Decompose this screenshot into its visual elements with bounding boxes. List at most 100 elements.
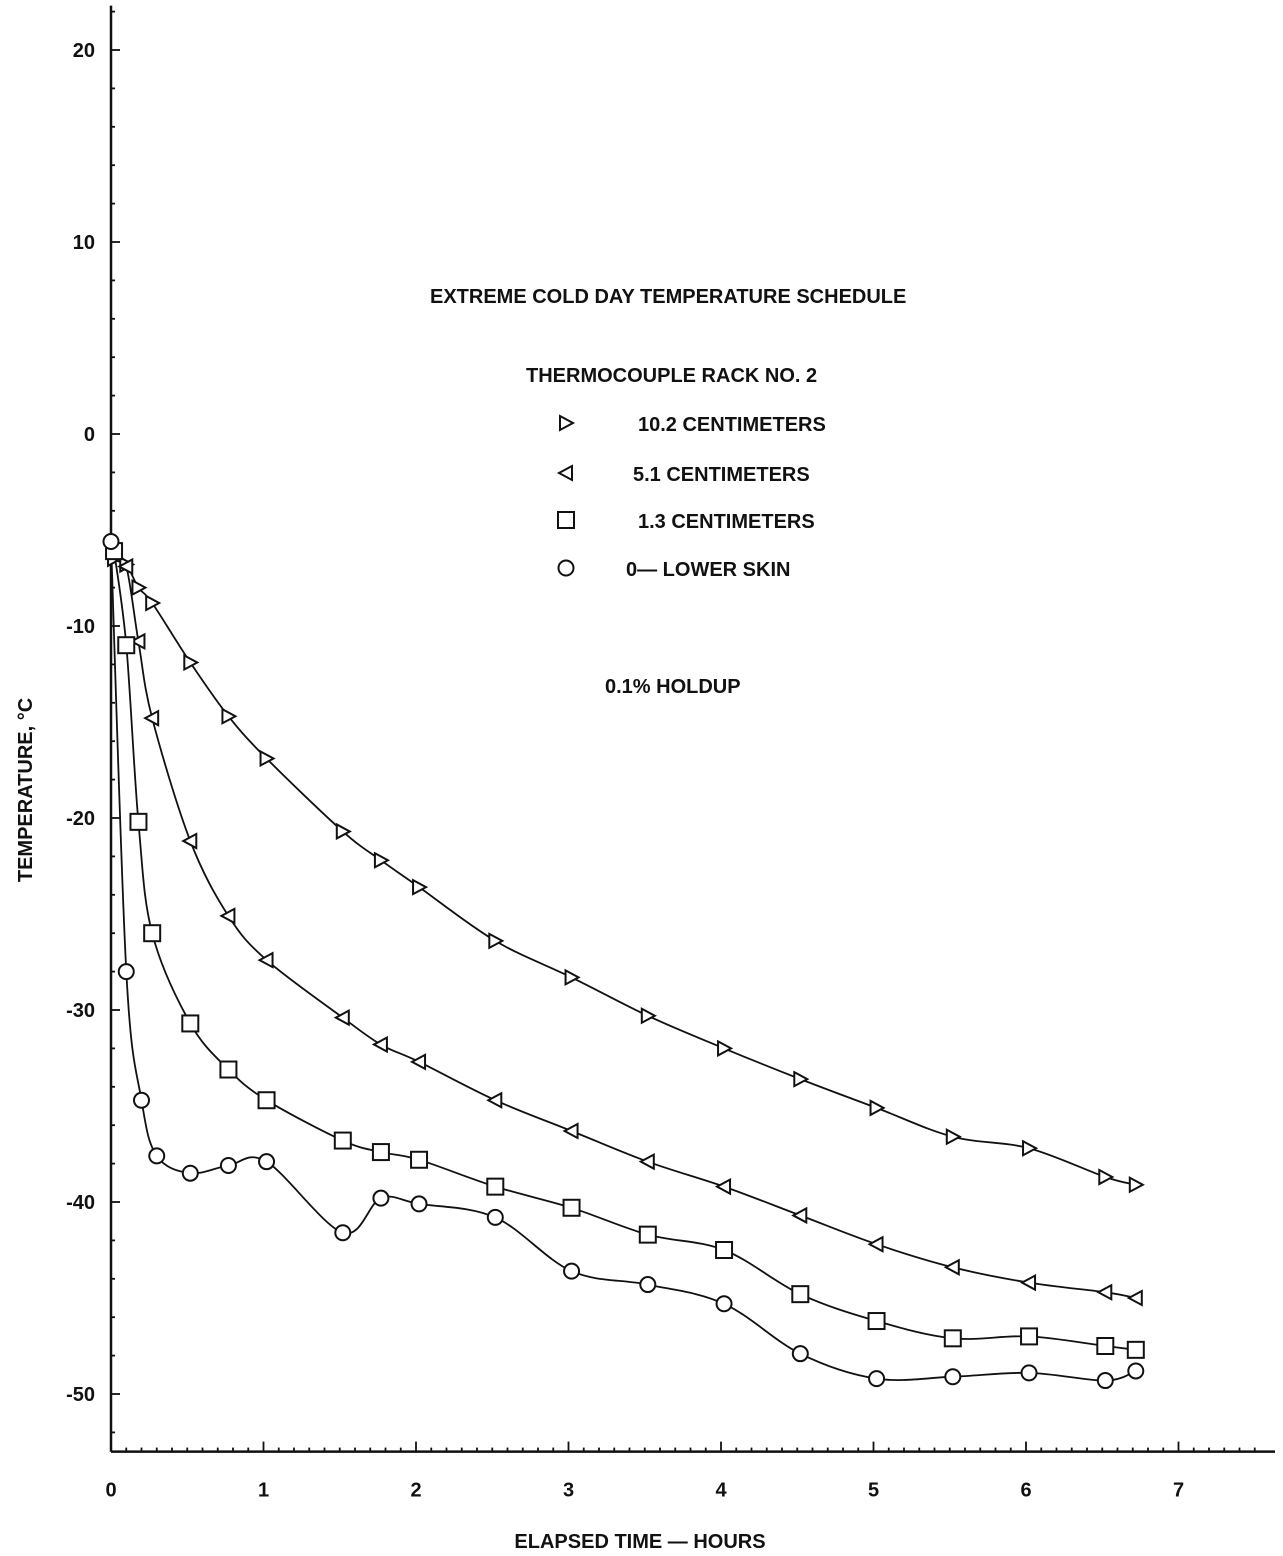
axes: 20 10 0 -10 -20 -30 -40 -50 0 1 2 3 4 5 6 7 [66,5,1275,1502]
data-point-series-1 [129,632,146,651]
data-point-series-3 [102,533,120,551]
data-point-series-2 [257,1091,276,1110]
data-point-series-3 [944,1368,962,1386]
series-line-1 [113,554,1136,1299]
data-point-series-1 [562,1122,579,1140]
legend-label-3: 0— LOWER SKIN [626,559,790,581]
data-point-series-3 [1127,1362,1145,1380]
data-point-series-1 [714,1177,732,1196]
data-point-series-0 [1022,1139,1039,1157]
data-point-series-0 [717,1039,734,1058]
data-point-series-0 [488,932,505,950]
data-point-series-3 [639,1276,657,1294]
data-point-series-0 [373,851,391,869]
legend-label-2: 1.3 CENTIMETERS [638,511,815,533]
legend-marker-2 [557,511,575,529]
y-tick-label: -40 [66,1192,95,1214]
x-tick-label: 4 [715,1480,727,1502]
x-tick-label: 1 [258,1480,269,1502]
y-tick-label: 20 [73,40,95,62]
x-tick-label: 3 [563,1480,574,1502]
x-tick-label: 0 [105,1480,116,1502]
data-point-series-1 [409,1053,427,1071]
data-point-series-3 [117,963,135,981]
data-point-series-2 [791,1285,810,1304]
data-point-series-3 [181,1164,199,1182]
legend: 10.2 CENTIMETERS 5.1 CENTIMETERS 1.3 CENTI… [556,414,826,581]
series-markers [102,533,1145,1390]
data-point-series-0 [412,878,429,896]
data-point-series-3 [219,1157,237,1175]
data-point-series-3 [334,1224,352,1242]
data-point-series-1 [791,1206,808,1225]
y-axis-label: TEMPERATURE, °C [15,698,37,882]
data-point-series-2 [219,1060,238,1079]
data-point-series-1 [143,709,160,727]
data-point-series-0 [564,968,581,987]
data-point-series-0 [335,822,352,841]
legend-label-0: 10.2 CENTIMETERS [638,414,826,436]
data-point-series-0 [221,707,238,725]
x-axis-label: ELAPSED TIME — HOURS [514,1531,765,1553]
data-point-series-3 [868,1370,886,1388]
legend-label-1: 5.1 CENTIMETERS [633,464,810,486]
data-point-series-2 [1126,1340,1145,1359]
data-point-series-2 [143,924,162,943]
data-point-series-2 [486,1177,505,1196]
y-tick-label: -20 [66,808,95,830]
data-point-series-3 [410,1195,428,1213]
data-point-series-2 [1096,1337,1115,1355]
data-point-series-2 [410,1150,429,1169]
data-point-series-0 [1128,1176,1145,1194]
data-point-series-2 [867,1312,886,1331]
data-point-series-2 [715,1241,734,1259]
data-point-series-2 [129,812,148,831]
data-point-series-2 [638,1225,657,1244]
y-tick-label: -10 [66,616,95,638]
data-point-series-1 [117,557,134,576]
data-point-series-3 [148,1147,166,1165]
data-point-series-3 [791,1345,809,1363]
data-point-series-2 [943,1329,962,1348]
data-point-series-2 [562,1198,581,1217]
data-point-series-2 [371,1143,390,1162]
data-point-series-1 [638,1153,655,1171]
data-point-series-2 [333,1131,352,1150]
legend-marker-0 [559,414,576,432]
data-point-series-1 [1096,1283,1113,1301]
legend-marker-1 [556,464,573,482]
data-point-series-0 [640,1007,657,1025]
data-point-series-2 [181,1014,200,1033]
data-point-series-0 [183,653,200,672]
data-point-series-1 [219,907,236,925]
data-point-series-1 [486,1091,503,1109]
data-point-series-1 [333,1009,350,1027]
legend-marker-3 [557,559,575,577]
data-point-series-1 [257,951,274,969]
data-point-series-0 [793,1070,810,1088]
data-point-series-3 [715,1295,733,1313]
data-point-series-1 [1126,1289,1143,1307]
series-line-0 [113,557,1137,1186]
data-point-series-3 [1020,1364,1038,1382]
data-point-series-0 [145,594,162,612]
data-point-series-3 [563,1262,581,1280]
data-point-series-1 [1019,1273,1037,1292]
x-tick-label: 2 [410,1480,421,1502]
holdup-annotation: 0.1% HOLDUP [605,676,741,698]
data-point-series-0 [259,749,276,768]
data-point-series-2 [117,636,136,655]
chart-subtitle: THERMOCOUPLE RACK NO. 2 [526,365,817,387]
data-point-series-1 [371,1035,388,1054]
series-line-2 [113,550,1136,1351]
data-point-series-2 [1020,1327,1039,1346]
x-tick-label: 5 [868,1480,879,1502]
data-point-series-1 [867,1235,884,1253]
data-point-series-1 [943,1258,960,1276]
data-point-series-0 [131,578,148,597]
data-point-series-3 [486,1208,504,1226]
x-tick-label: 7 [1173,1480,1184,1502]
data-point-series-0 [1098,1168,1115,1186]
chart-title: EXTREME COLD DAY TEMPERATURE SCHEDULE [430,286,906,308]
